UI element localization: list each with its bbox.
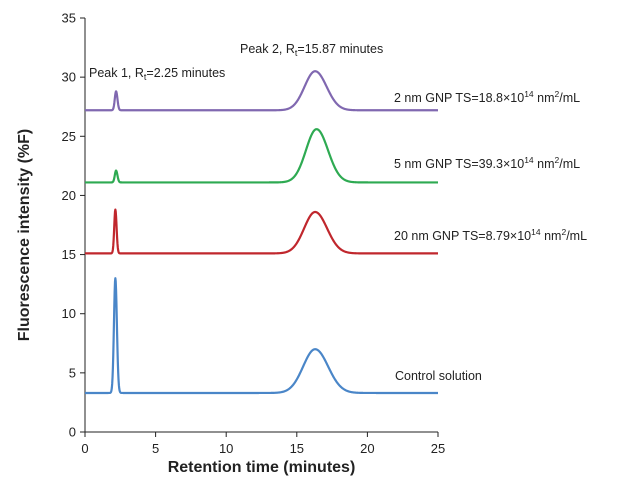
series-label-2nm-suffix: /mL xyxy=(559,91,580,105)
y-tick-label-2: 10 xyxy=(62,306,76,321)
x-tick-label-3: 15 xyxy=(290,441,304,456)
series-labels: 2 nm GNP TS=18.8×1014 nm2/mL 5 nm GNP TS… xyxy=(394,89,587,383)
series-label-20nm-mid: nm xyxy=(541,229,562,243)
y-tick-label-4: 20 xyxy=(62,188,76,203)
y-tick-label-1: 5 xyxy=(69,365,76,380)
series-label-20nm: 20 nm GNP TS=8.79×1014 nm2/mL xyxy=(394,227,587,243)
x-tick-label-4: 20 xyxy=(360,441,374,456)
series-label-20nm-prefix: 20 nm GNP TS=8.79×10 xyxy=(394,229,531,243)
series-label-control-text: Control solution xyxy=(395,369,482,383)
x-axis-title: Retention time (minutes) xyxy=(168,459,356,476)
y-tick-label-0: 0 xyxy=(69,425,76,440)
x-tick-label-5: 25 xyxy=(431,441,445,456)
peak2-prefix: Peak 2, R xyxy=(240,42,295,56)
x-tick-label-2: 10 xyxy=(219,441,233,456)
series-label-5nm-sup1: 14 xyxy=(524,155,534,165)
series-5nm-line xyxy=(84,128,439,184)
series-control-line xyxy=(84,277,439,395)
series-label-2nm-prefix: 2 nm GNP TS=18.8×10 xyxy=(394,91,524,105)
series-label-5nm-prefix: 5 nm GNP TS=39.3×10 xyxy=(394,157,524,171)
series-label-5nm-sup2: 2 xyxy=(555,155,560,165)
series-label-2nm-sup1: 14 xyxy=(524,89,534,99)
y-tick-label-6: 30 xyxy=(62,70,76,85)
series-label-2nm-sup2: 2 xyxy=(555,89,560,99)
peak1-sub: t xyxy=(144,72,147,82)
x-tick-label-1: 5 xyxy=(152,441,159,456)
series-label-control: Control solution xyxy=(395,369,482,383)
peak1-suffix: =2.25 minutes xyxy=(146,66,225,80)
series-label-5nm-mid: nm xyxy=(534,157,555,171)
series-2nm-line xyxy=(84,70,439,112)
series-label-20nm-suffix: /mL xyxy=(566,229,587,243)
ticks: 0 5 10 15 20 25 30 35 0 5 10 15 20 25 xyxy=(62,11,446,457)
peak2-sub: t xyxy=(295,48,298,58)
peak1-prefix: Peak 1, R xyxy=(89,66,144,80)
y-tick-label-7: 35 xyxy=(62,11,76,26)
x-tick-label-0: 0 xyxy=(81,441,88,456)
series-label-20nm-sup2: 2 xyxy=(561,227,566,237)
series-20nm-line xyxy=(84,208,439,255)
series-label-5nm-suffix: /mL xyxy=(559,157,580,171)
series-label-2nm: 2 nm GNP TS=18.8×1014 nm2/mL xyxy=(394,89,580,105)
axes xyxy=(84,18,438,433)
series-label-20nm-sup1: 14 xyxy=(531,227,541,237)
y-tick-label-3: 15 xyxy=(62,247,76,262)
peak2-annotation: Peak 2, Rt=15.87 minutes xyxy=(240,42,383,58)
series-label-2nm-mid: nm xyxy=(534,91,555,105)
series-lines xyxy=(84,70,439,395)
y-axis-title: Fluorescence intensity (%F) xyxy=(16,129,33,342)
series-label-5nm: 5 nm GNP TS=39.3×1014 nm2/mL xyxy=(394,155,580,171)
y-tick-label-5: 25 xyxy=(62,129,76,144)
peak2-suffix: =15.87 minutes xyxy=(297,42,383,56)
peak1-annotation: Peak 1, Rt=2.25 minutes xyxy=(89,66,225,82)
